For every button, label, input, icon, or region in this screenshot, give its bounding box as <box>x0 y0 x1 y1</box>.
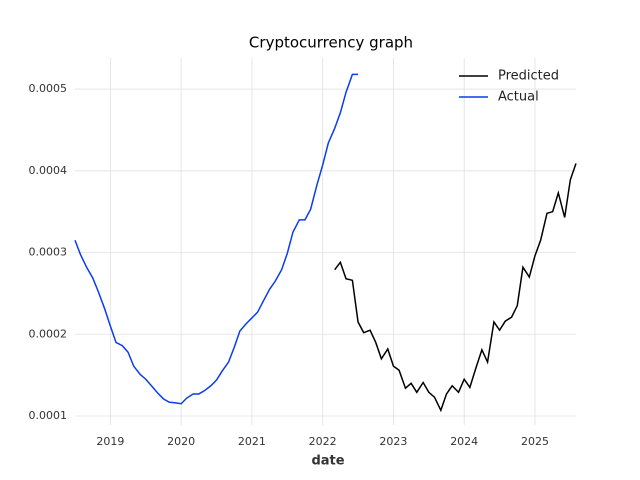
x-tick-label: 2021 <box>238 435 266 448</box>
legend-label: Actual <box>498 90 539 105</box>
y-tick-label: 0.0003 <box>29 246 68 259</box>
y-tick-label: 0.0004 <box>29 164 68 177</box>
y-tick-label: 0.0001 <box>29 409 68 422</box>
y-tick-label: 0.0005 <box>29 82 68 95</box>
x-tick-label: 2022 <box>309 435 337 448</box>
chart-title: Cryptocurrency graph <box>249 34 413 52</box>
y-tick-label: 0.0002 <box>29 327 68 340</box>
data-line <box>334 163 577 413</box>
x-axis-label: date <box>311 454 344 469</box>
x-tick-label: 2020 <box>167 435 195 448</box>
x-tick-label: 2025 <box>521 435 549 448</box>
data-line <box>74 73 359 405</box>
legend-label: Predicted <box>498 69 559 84</box>
x-tick-label: 2019 <box>96 435 124 448</box>
x-tick-label: 2023 <box>379 435 407 448</box>
x-tick-label: 2024 <box>450 435 478 448</box>
